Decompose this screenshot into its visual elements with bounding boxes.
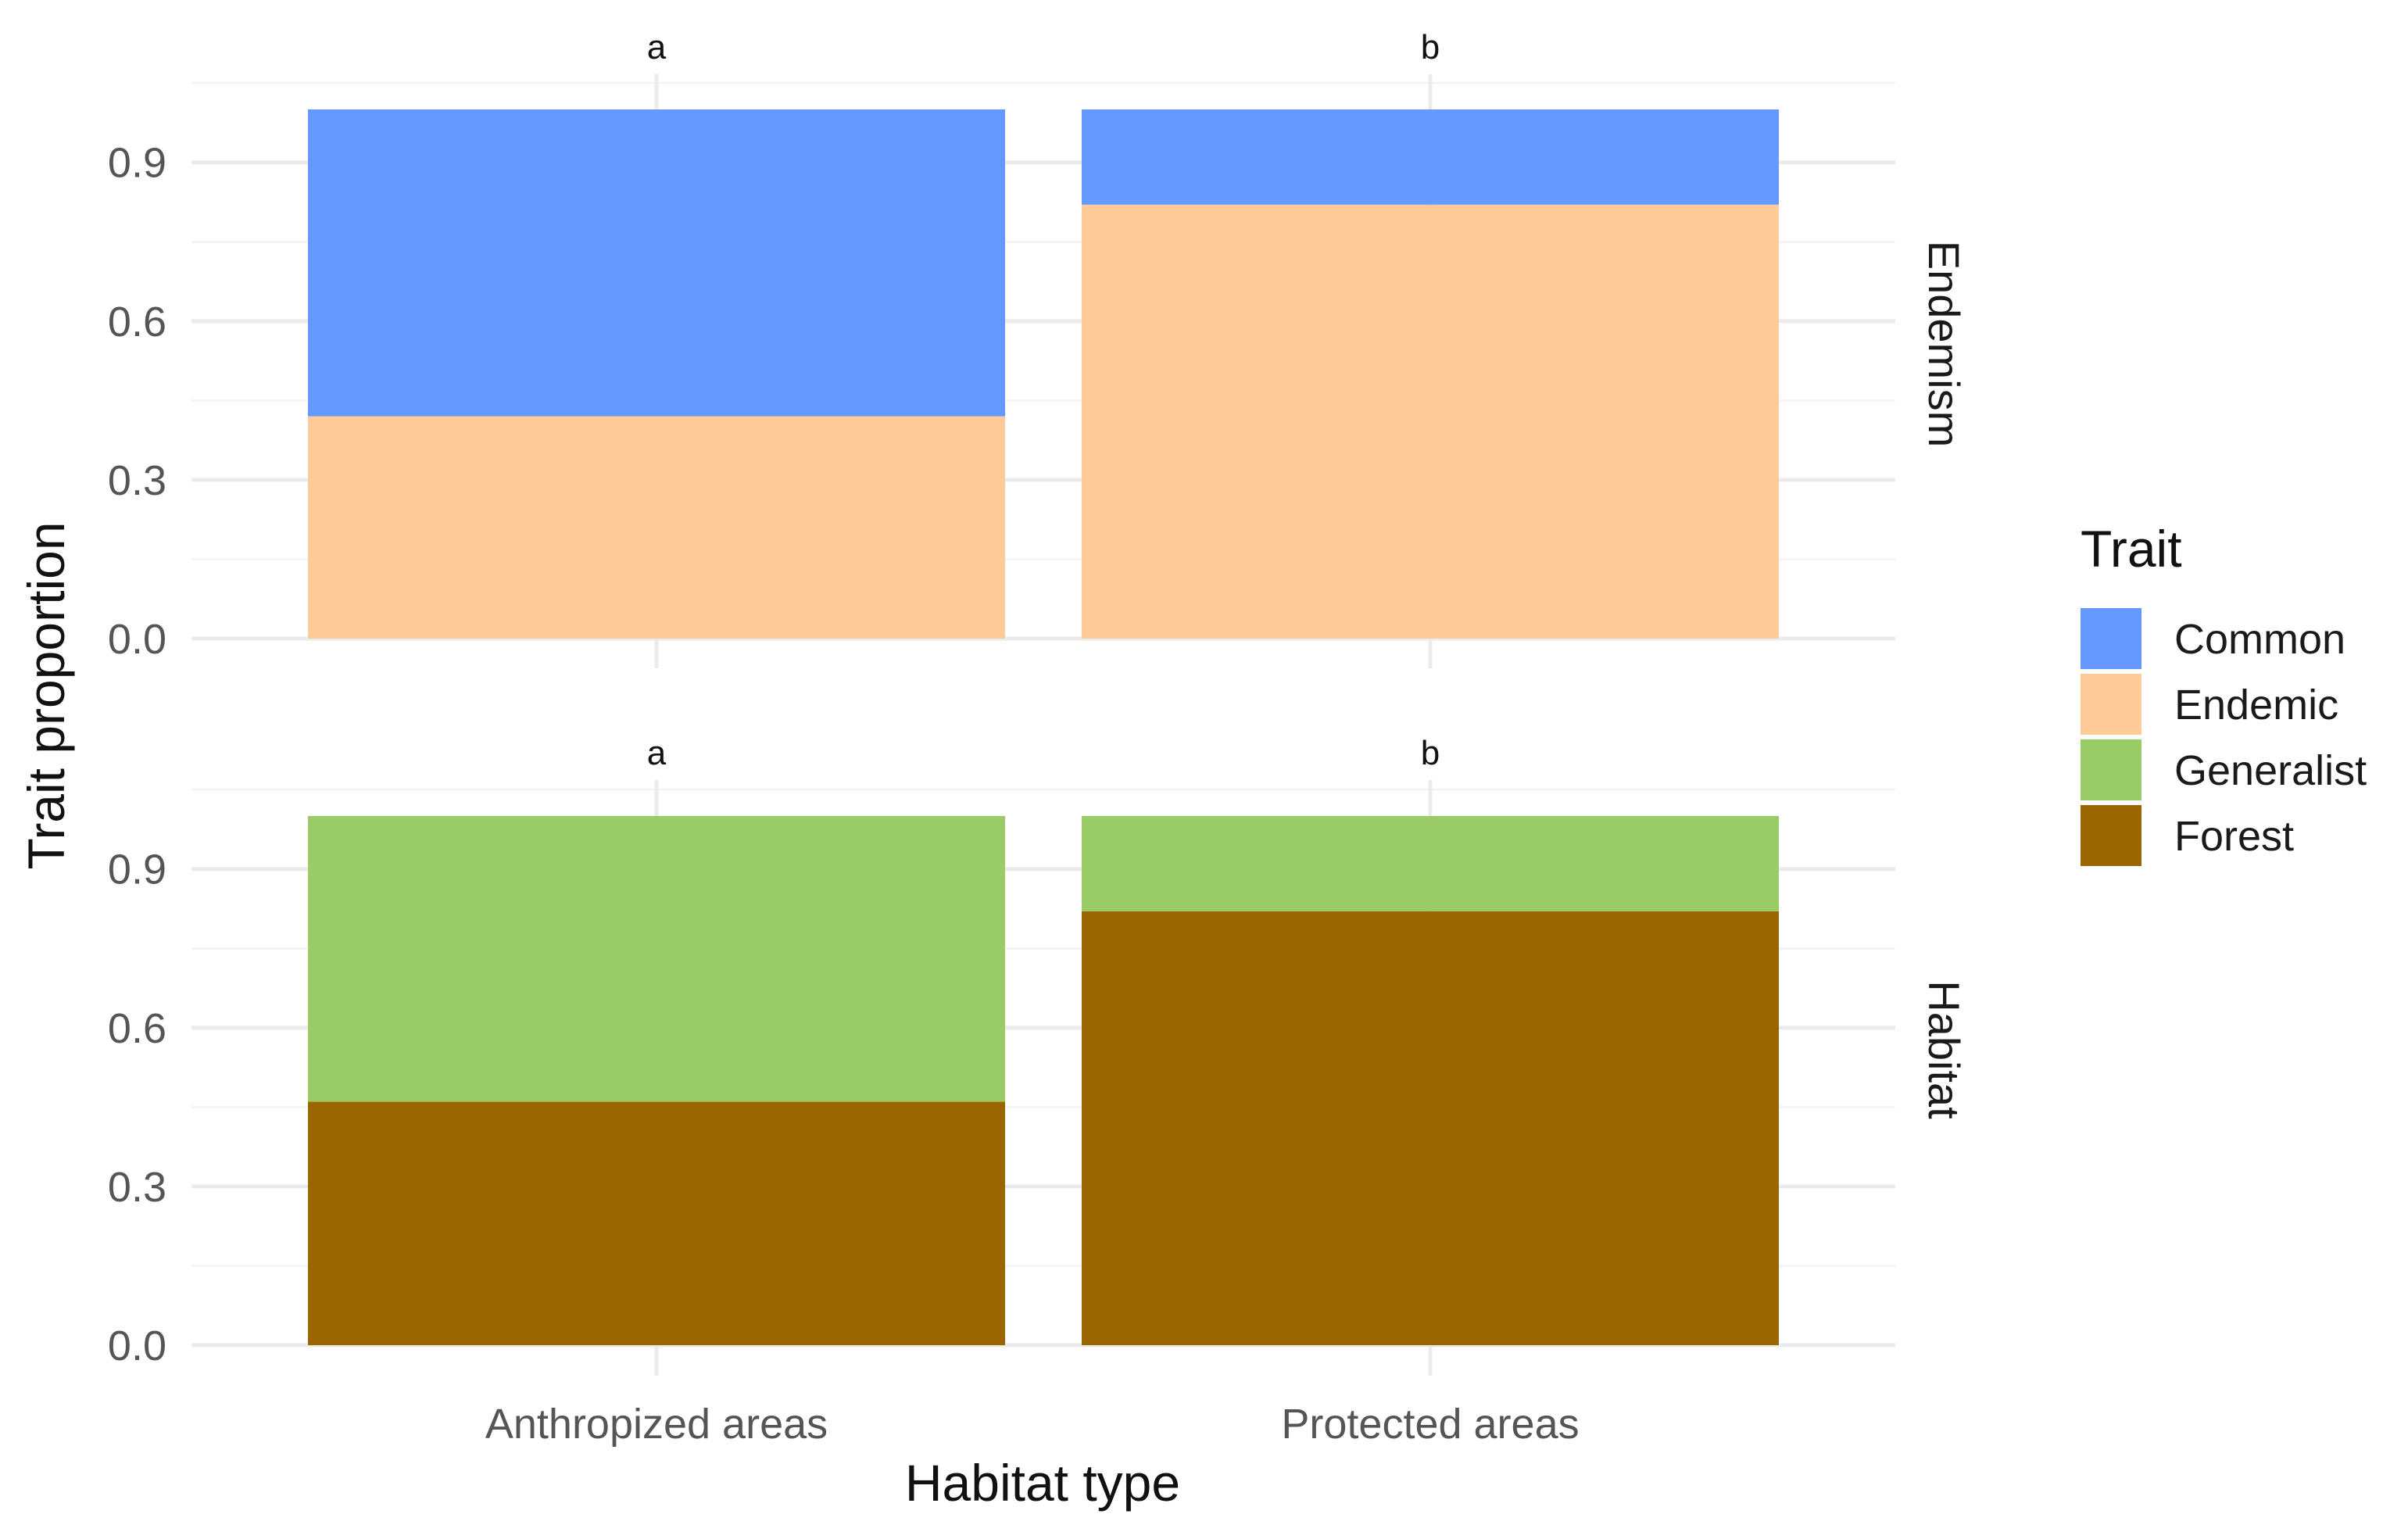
bar-endemism-endemic-0: [308, 416, 1005, 639]
y-tick-label: 0.0: [108, 616, 166, 663]
legend: Trait Common Endemic Generalist Forest: [2081, 520, 2367, 866]
y-tick-label: 0.9: [108, 140, 166, 187]
bar-habitat-generalist-0: [308, 816, 1005, 1102]
panel-habitat: 0.0 0.3 0.6 0.9 a b Habitat: [108, 734, 1969, 1376]
legend-title: Trait: [2081, 520, 2182, 578]
x-tick-label: Protected areas: [1281, 1401, 1579, 1448]
significance-label: a: [647, 734, 667, 772]
x-axis-title: Habitat type: [905, 1454, 1180, 1512]
legend-key-generalist: [2081, 739, 2141, 800]
legend-key-endemic: [2081, 674, 2141, 735]
panels-layer: 0.0 0.3 0.6 0.9 a b Endemism 0.0 0.3 0.6 0.9 a b Habi…: [108, 28, 1969, 1376]
legend-label: Generalist: [2174, 747, 2367, 794]
legend-key-forest: [2081, 805, 2141, 866]
significance-label: b: [1421, 734, 1440, 772]
bar-endemism-common-1: [1082, 109, 1779, 205]
y-tick-label: 0.6: [108, 1005, 166, 1052]
y-tick-label: 0.6: [108, 299, 166, 345]
panel-endemism: 0.0 0.3 0.6 0.9 a b Endemism: [108, 28, 1969, 668]
x-tick-label: Anthropized areas: [485, 1401, 828, 1448]
significance-label: a: [647, 28, 667, 66]
facet-strip-label: Endemism: [1920, 241, 1969, 448]
legend-label: Endemic: [2174, 682, 2338, 728]
legend-label: Common: [2174, 616, 2345, 663]
bar-habitat-generalist-1: [1082, 816, 1779, 911]
bar-habitat-forest-1: [1082, 911, 1779, 1345]
facet-strip-label: Habitat: [1920, 980, 1969, 1119]
significance-label: b: [1421, 28, 1440, 66]
y-tick-label: 0.3: [108, 457, 166, 504]
bar-endemism-common-0: [308, 109, 1005, 417]
y-axis-title: Trait proportion: [17, 521, 75, 869]
legend-label: Forest: [2174, 813, 2294, 860]
legend-items: Common Endemic Generalist Forest: [2081, 608, 2367, 866]
bar-endemism-endemic-1: [1082, 204, 1779, 639]
y-tick-label: 0.0: [108, 1323, 166, 1369]
bar-habitat-forest-0: [308, 1101, 1005, 1345]
y-tick-label: 0.3: [108, 1164, 166, 1211]
y-tick-label: 0.9: [108, 847, 166, 893]
x-axis: Anthropized areas Protected areas: [485, 1401, 1580, 1448]
legend-key-common: [2081, 608, 2141, 669]
